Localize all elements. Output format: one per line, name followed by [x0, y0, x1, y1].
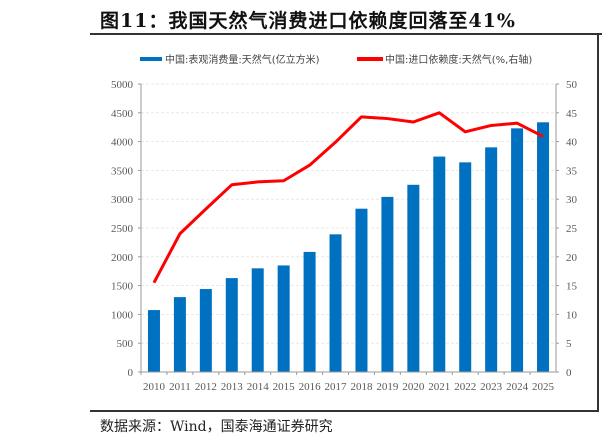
- legend-label-bar: 中国:表观消费量:天然气(亿立方米): [165, 53, 320, 66]
- legend-swatch-line: [357, 57, 383, 61]
- x-tick-label: 2013: [221, 381, 244, 393]
- right-tick-label: 25: [566, 223, 578, 235]
- bar-2023: [485, 147, 498, 372]
- bar-2013: [225, 278, 238, 372]
- bar-2018: [355, 208, 368, 372]
- bar-2014: [251, 268, 264, 372]
- x-tick-label: 2017: [325, 381, 348, 393]
- bar-2020: [407, 184, 420, 372]
- bar-2017: [329, 234, 342, 372]
- x-tick-label: 2020: [402, 381, 425, 393]
- x-tick-label: 2022: [454, 381, 476, 393]
- source-note: 数据来源：Wind，国泰海通证券研究: [100, 419, 333, 435]
- left-tick-label: 1000: [111, 309, 134, 321]
- x-tick-label: 2019: [376, 381, 399, 393]
- bar-2015: [277, 265, 290, 372]
- left-tick-label: 3000: [111, 194, 134, 206]
- bottom-divider: [90, 410, 599, 412]
- bar-2010: [147, 310, 160, 372]
- title-divider: [90, 33, 602, 35]
- bar-2022: [459, 162, 472, 372]
- import-dependency-line: [152, 111, 544, 284]
- bar-2025: [537, 122, 550, 372]
- bar-2016: [303, 251, 316, 372]
- left-tick-label: 4000: [111, 137, 134, 149]
- right-tick-label: 35: [566, 165, 578, 177]
- x-tick-label: 2010: [143, 381, 166, 393]
- bar-2019: [381, 196, 394, 372]
- x-tick-label: 2021: [428, 381, 450, 393]
- bar-2024: [511, 128, 524, 372]
- legend: 中国:表观消费量:天然气(亿立方米) 中国:进口依赖度:天然气(%,右轴): [140, 53, 532, 66]
- figure-title: 图11：我国天然气消费进口依赖度回落至41%: [100, 10, 516, 32]
- x-tick-label: 2016: [299, 381, 322, 393]
- right-tick-label: 0: [566, 367, 572, 379]
- x-tick-label: 2023: [480, 381, 503, 393]
- right-tick-label: 30: [566, 194, 578, 206]
- right-tick-label: 20: [566, 252, 578, 264]
- x-tick-label: 2018: [350, 381, 373, 393]
- right-tick-label: 15: [566, 281, 578, 293]
- left-tick-label: 4500: [111, 108, 134, 120]
- bar-2012: [199, 289, 212, 372]
- right-tick-label: 10: [566, 309, 578, 321]
- x-tick-label: 2011: [169, 381, 191, 393]
- x-tick-label: 2012: [195, 381, 217, 393]
- bar-2011: [173, 297, 186, 372]
- left-tick-label: 3500: [111, 165, 134, 177]
- left-tick-label: 500: [117, 338, 134, 350]
- bar-2021: [433, 156, 446, 372]
- legend-label-line: 中国:进口依赖度:天然气(%,右轴): [385, 53, 532, 66]
- x-tick-label: 2025: [532, 381, 555, 393]
- left-tick-label: 2000: [111, 252, 134, 264]
- left-tick-label: 1500: [111, 281, 134, 293]
- x-tick-label: 2014: [247, 381, 270, 393]
- x-tick-label: 2024: [506, 381, 529, 393]
- left-tick-label: 2500: [111, 223, 134, 235]
- right-tick-label: 40: [566, 137, 578, 149]
- right-border: [597, 34, 599, 412]
- right-tick-label: 50: [566, 79, 578, 91]
- left-tick-label: 5000: [111, 79, 134, 91]
- right-tick-label: 45: [566, 108, 578, 120]
- legend-swatch-bar: [140, 57, 162, 61]
- left-tick-label: 0: [128, 367, 134, 379]
- x-tick-label: 2015: [273, 381, 296, 393]
- right-tick-label: 5: [566, 338, 572, 350]
